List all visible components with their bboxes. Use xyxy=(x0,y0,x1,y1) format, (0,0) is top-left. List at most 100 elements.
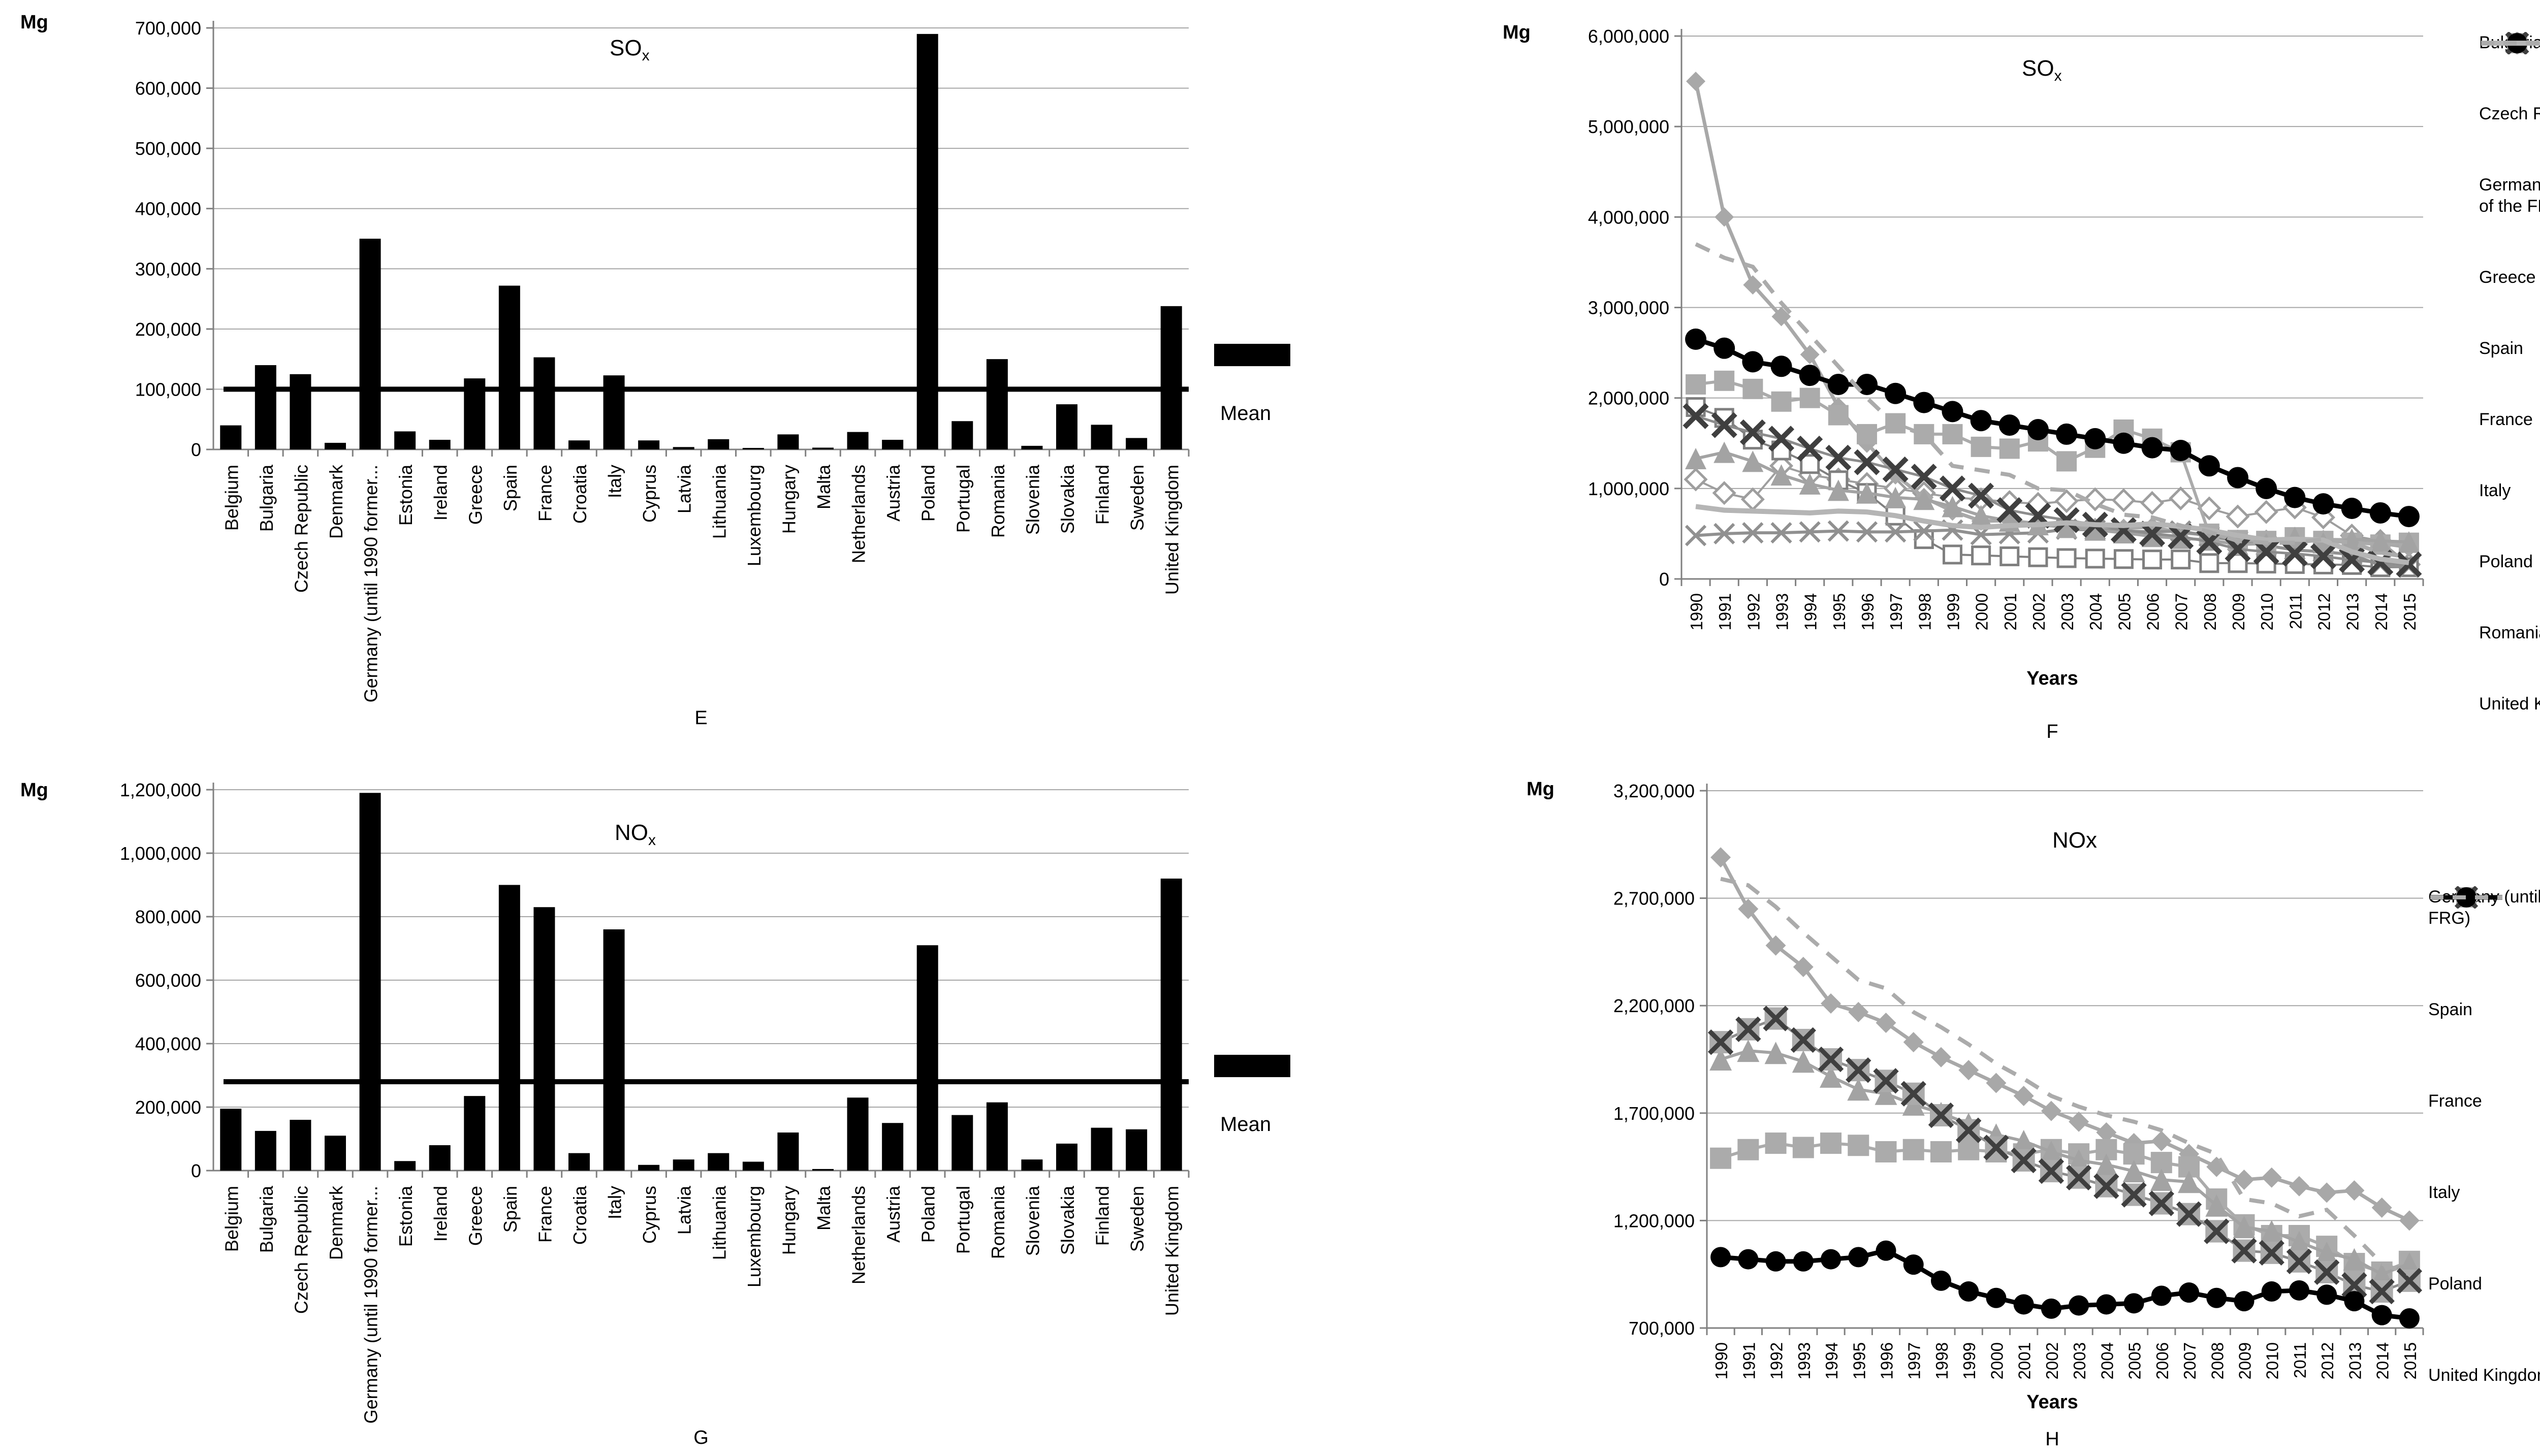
x-tick-label: Sweden xyxy=(1127,1186,1148,1252)
y-tick-label: 600,000 xyxy=(135,970,201,991)
x-tick-label: Romania xyxy=(988,464,1008,538)
y-tick-label: 400,000 xyxy=(135,1033,201,1054)
square-x-marker xyxy=(1956,1117,1982,1143)
square-x-marker xyxy=(2038,1158,2065,1184)
x-tick-label: 1996 xyxy=(1878,1342,1896,1379)
panel-letter: F xyxy=(2046,721,2058,742)
diamond-marker xyxy=(2096,1122,2117,1143)
diamond-marker xyxy=(1958,1060,1979,1081)
bold-x-marker xyxy=(2053,507,2080,533)
square-marker xyxy=(1799,387,1820,408)
y-tick-label: 500,000 xyxy=(135,138,201,159)
triangle-marker xyxy=(1856,482,1878,504)
square-x-marker xyxy=(1763,1006,1789,1031)
x-tick-label: 1997 xyxy=(1905,1342,1924,1379)
legend-label: Poland xyxy=(2428,1274,2482,1293)
series-marker-icon xyxy=(2430,895,2502,899)
x-tick-label: 2004 xyxy=(2086,593,2105,630)
triangle-marker xyxy=(2315,1241,2338,1264)
bold-x-marker xyxy=(1911,464,1937,490)
legend-item-mean: Mean xyxy=(1214,352,1290,425)
bar xyxy=(1021,445,1043,449)
bar xyxy=(1056,1143,1077,1171)
circle-marker xyxy=(1765,1251,1786,1272)
circle-marker xyxy=(2113,432,2135,454)
x-tick-label: Czech Republic xyxy=(291,465,311,593)
x-tick-label: 2001 xyxy=(2015,1342,2034,1379)
x-tick-label: Greece xyxy=(465,1186,486,1246)
circle-marker xyxy=(1998,414,2020,436)
x-tick-label: 2003 xyxy=(2058,593,2077,630)
bar xyxy=(673,1159,694,1171)
triangle-marker xyxy=(2122,1160,2145,1183)
circle-marker xyxy=(1827,373,1849,395)
triangle-marker xyxy=(2398,531,2420,553)
triangle-marker xyxy=(1942,496,1963,517)
triangle-marker xyxy=(1913,489,1935,510)
legend-label: Czech Republic xyxy=(2479,104,2540,123)
square-x-marker xyxy=(2341,1272,2367,1298)
nox-line-plot: 700,000 1,200,000 1,700,000 2,200,000 2,700,… xyxy=(1613,781,2424,1379)
circle-marker xyxy=(1738,1249,1759,1270)
x-tick-label: 2003 xyxy=(2070,1342,2089,1379)
x-tick-label: Denmark xyxy=(326,464,346,539)
bold-x-marker xyxy=(1739,419,1766,445)
square-x-marker xyxy=(2148,1190,2174,1216)
legend-item: Poland xyxy=(2479,33,2540,572)
x-tick-label: 2011 xyxy=(2291,1342,2309,1378)
legend-item: Greece xyxy=(2479,32,2540,288)
bar xyxy=(882,1123,904,1171)
x-tick-label: 1993 xyxy=(1795,1342,1814,1379)
circle-marker xyxy=(2289,1280,2309,1301)
x-tick-label: Malta xyxy=(813,464,834,509)
bar xyxy=(638,1164,660,1171)
x-tick-label: Spain xyxy=(500,1186,521,1233)
x-tick-label: 2007 xyxy=(2172,593,2191,630)
open-diamond-marker xyxy=(1712,481,1736,505)
triangle-marker xyxy=(1847,1078,1870,1101)
bar xyxy=(394,1161,416,1171)
mean-line-icon xyxy=(1214,352,1290,358)
triangle-marker xyxy=(1764,1042,1787,1064)
y-tick-label: 700,000 xyxy=(1629,1318,1695,1339)
circle-marker xyxy=(2316,1284,2337,1305)
diamond-marker xyxy=(2261,1167,2282,1188)
x-tick-label: Denmark xyxy=(326,1185,346,1260)
square-marker xyxy=(1942,424,1963,444)
diamond-marker xyxy=(2206,1156,2227,1177)
chart-nox-bars: Mg NOx 0 200,000 400,000 600,000 800,000 1,00… xyxy=(15,759,1387,1454)
x-tick-label: 1999 xyxy=(1960,1342,1979,1379)
bold-x-marker xyxy=(2310,543,2336,569)
x-axis-title: Years xyxy=(2026,668,2078,689)
bar xyxy=(533,907,555,1171)
bar xyxy=(1160,306,1182,449)
bar xyxy=(916,945,938,1171)
legend: 2015 Mean xyxy=(1214,343,1290,462)
diamond-marker xyxy=(1800,345,1820,365)
triangle-marker xyxy=(2068,1149,2090,1172)
diamond-marker xyxy=(1903,1032,1924,1053)
open-square-marker xyxy=(2056,548,2077,568)
triangle-marker xyxy=(2178,1171,2201,1193)
square-x-marker xyxy=(1928,1102,1954,1128)
square-marker xyxy=(1875,1141,1897,1162)
square-x-marker xyxy=(2231,1238,2257,1264)
circle-marker xyxy=(2041,1298,2061,1319)
diamond-marker xyxy=(1930,1047,1951,1067)
x-tick-label: Greece xyxy=(465,465,486,525)
legend: 2015 Mean xyxy=(1214,1054,1290,1173)
circle-marker xyxy=(2399,1308,2420,1329)
circle-marker xyxy=(1685,328,1707,350)
y-axis-unit: Mg xyxy=(1503,22,1531,43)
x-tick-label: 2004 xyxy=(2098,1342,2116,1379)
triangle-marker xyxy=(1792,1050,1815,1073)
legend-label: France xyxy=(2479,410,2533,429)
x-tick-label: 2006 xyxy=(2144,593,2163,630)
y-tick-label: 3,200,000 xyxy=(1613,781,1695,801)
bold-x-marker xyxy=(1768,426,1795,452)
circle-marker xyxy=(2027,419,2049,441)
x-marker xyxy=(1713,523,1735,545)
series-line xyxy=(1695,242,2409,560)
x-tick-label: 1996 xyxy=(1858,593,1877,630)
